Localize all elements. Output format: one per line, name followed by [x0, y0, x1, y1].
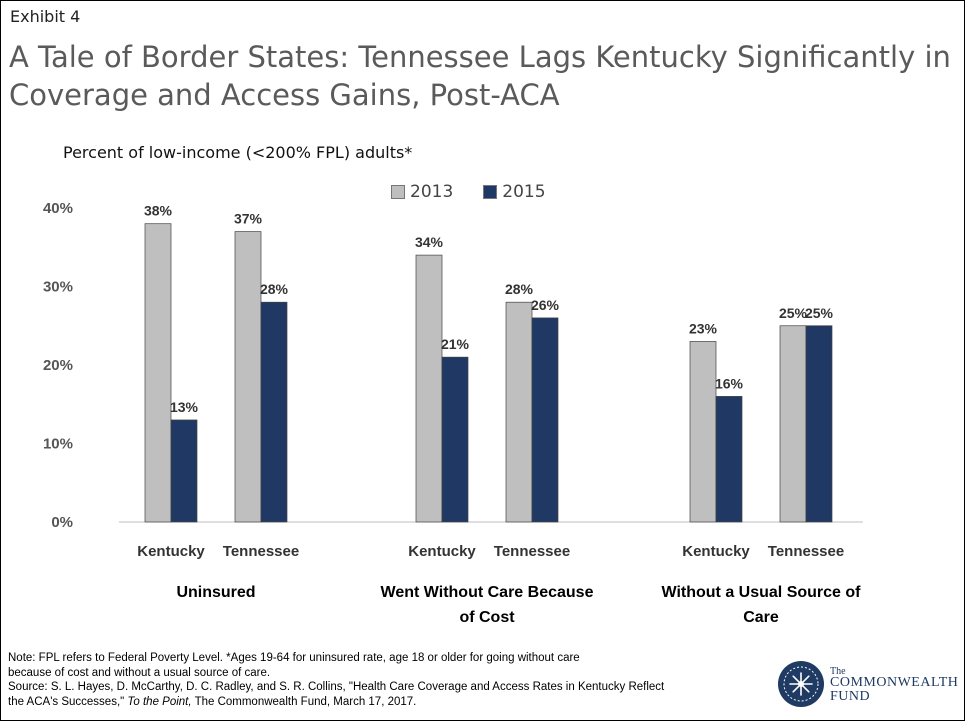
chart-legend: 2013 2015: [391, 182, 576, 202]
category-label: Kentucky: [408, 543, 476, 560]
data-label: 23%: [689, 320, 718, 336]
page-title: A Tale of Border States: Tennessee Lags …: [9, 40, 951, 112]
legend-swatch-2013: [391, 185, 405, 199]
y-tick-label: 30%: [43, 279, 73, 296]
legend-label-2015: 2015: [502, 182, 546, 202]
data-label: 28%: [260, 281, 289, 297]
data-label: 38%: [144, 203, 173, 219]
category-label: Kentucky: [682, 543, 750, 560]
data-label: 16%: [715, 375, 744, 391]
legend-item-2015: 2015: [483, 182, 546, 202]
group-label: Went Without Care Because of Cost: [381, 584, 594, 626]
category-label: Tennessee: [223, 543, 299, 560]
legend-swatch-2015: [483, 185, 498, 199]
data-label: 25%: [805, 305, 834, 321]
bar-without-a-usual-source-of-care-kentucky-2013: [689, 341, 717, 523]
y-tick-label: 10%: [43, 436, 73, 453]
commonwealth-fund-logo: The COMMONWEALTH FUND: [777, 660, 959, 710]
exhibit-label: Exhibit 4: [10, 7, 81, 26]
logo-the: The: [830, 666, 846, 677]
legend-label-2013: 2013: [410, 182, 454, 202]
chart-subtitle: Percent of low-income (<200% FPL) adults…: [63, 143, 413, 162]
bar-without-a-usual-source-of-care-kentucky-2015: [715, 396, 743, 523]
source-publication: To the Point,: [127, 695, 192, 708]
bar-chart: 0% 10% 20% 30% 40% 38% 13% Kentucky 37% 28% Tennes…: [43, 200, 863, 626]
y-tick-label: 20%: [43, 357, 73, 374]
y-tick-label: 0%: [51, 514, 73, 531]
bar-uninsured-kentucky-2015: [170, 419, 198, 523]
footnote: Note: FPL refers to Federal Poverty Leve…: [8, 651, 748, 709]
bar-went-without-care-because-of-cost-kentucky-2015: [441, 356, 469, 523]
bar-uninsured-kentucky-2013: [144, 223, 172, 523]
group-label: Uninsured: [176, 584, 255, 601]
bar-went-without-care-because-of-cost-tennessee-2015: [531, 317, 559, 523]
logo-line-2: FUND: [830, 689, 871, 704]
bar-went-without-care-because-of-cost-kentucky-2013: [415, 254, 443, 523]
data-label: 21%: [441, 336, 470, 352]
data-label: 26%: [531, 297, 560, 313]
data-label: 37%: [234, 211, 263, 227]
legend-item-2013: 2013: [391, 182, 453, 202]
data-label: 28%: [505, 281, 534, 297]
logo-line-1: COMMONWEALTH: [830, 675, 959, 690]
logo-emblem-icon: [778, 661, 824, 707]
bar-without-a-usual-source-of-care-tennessee-2013: [779, 325, 807, 523]
logo-wordmark: COMMONWEALTH FUND: [830, 676, 958, 704]
bar-uninsured-tennessee-2013: [234, 231, 262, 523]
y-tick-label: 40%: [43, 200, 73, 217]
category-label: Tennessee: [768, 543, 844, 560]
bar-without-a-usual-source-of-care-tennessee-2015: [805, 325, 833, 523]
bar-uninsured-tennessee-2015: [260, 301, 288, 523]
note-line-2: because of cost and without a usual sour…: [8, 666, 271, 679]
source-text-a: the ACA's Successes,": [8, 695, 128, 708]
data-label: 25%: [779, 305, 808, 321]
group-label: Without a Usual Source of Care: [662, 584, 862, 626]
category-label: Kentucky: [137, 543, 205, 560]
source-text-b: The Commonwealth Fund, March 17, 2017.: [191, 695, 417, 708]
source-line-2: the ACA's Successes," To the Point, The …: [8, 695, 748, 710]
category-label: Tennessee: [494, 543, 570, 560]
data-label: 34%: [415, 234, 444, 250]
bar-went-without-care-because-of-cost-tennessee-2013: [505, 301, 533, 523]
data-label: 13%: [170, 399, 199, 415]
source-line-1: Source: S. L. Hayes, D. McCarthy, D. C. …: [8, 681, 665, 693]
note-line-1: Note: FPL refers to Federal Poverty Leve…: [8, 652, 580, 664]
